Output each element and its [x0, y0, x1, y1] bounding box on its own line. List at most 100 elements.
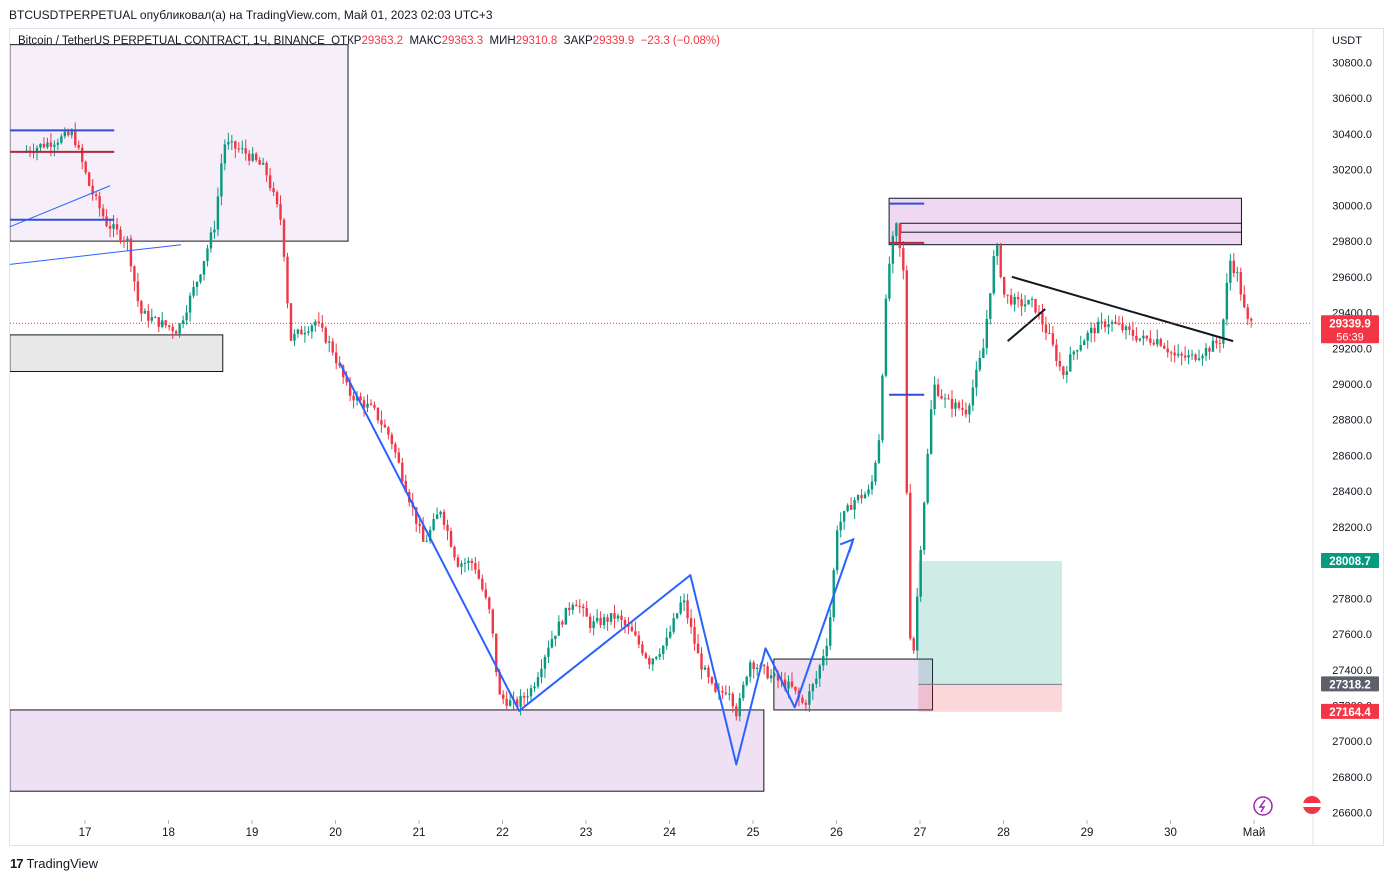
candle-body: [561, 621, 564, 625]
candle-body: [884, 298, 888, 376]
instrument-name: Bitcoin / TetherUS PERPETUAL CONTRACT, 1…: [18, 35, 325, 47]
candle-body: [481, 578, 484, 590]
candle-body: [1002, 276, 1006, 295]
candle-body: [522, 695, 526, 698]
candle-body: [515, 699, 519, 707]
candle-body: [1069, 354, 1072, 372]
zone-box: [888, 197, 1242, 246]
wedge-upper-line: [1011, 275, 1234, 343]
candle-body: [199, 274, 202, 282]
candle-body: [394, 444, 397, 453]
candle-body: [1194, 354, 1197, 360]
candle-body: [602, 617, 606, 626]
candle-body: [150, 317, 153, 321]
candle-body: [940, 396, 943, 399]
candle-body: [178, 323, 181, 334]
time-tick-label: Май: [1243, 827, 1266, 839]
candle-body: [91, 185, 94, 195]
candle-body: [185, 312, 188, 321]
candle-body: [390, 434, 394, 445]
candle-body: [627, 625, 630, 627]
candle-body: [922, 502, 926, 551]
ohlc-legend: Bitcoin / TetherUS PERPETUAL CONTRACT, 1…: [18, 35, 720, 47]
tradingview-footer[interactable]: 17 TradingView: [10, 856, 98, 871]
candle-body: [1030, 298, 1034, 300]
candle-body: [1079, 345, 1082, 351]
candle-body: [328, 341, 331, 343]
candle-body: [1246, 307, 1249, 319]
candle-body: [839, 521, 842, 531]
candle-body: [164, 320, 167, 326]
candle-body: [254, 153, 258, 161]
candle-body: [1016, 297, 1020, 300]
candle-body: [67, 131, 70, 136]
time-tick-label: 23: [580, 827, 593, 839]
candle-body: [161, 320, 164, 327]
candle-body: [1204, 348, 1208, 356]
candle-body: [1044, 324, 1048, 333]
candle-body: [609, 613, 613, 622]
candle-body: [35, 147, 39, 153]
candle-body: [641, 644, 644, 654]
candle-body: [529, 688, 533, 697]
candle-body: [606, 617, 609, 622]
candle-body: [1197, 358, 1201, 360]
candle-body: [863, 494, 867, 499]
candle-body: [933, 384, 936, 410]
candle-body: [446, 524, 449, 531]
candle-body: [895, 223, 898, 236]
candle-body: [167, 325, 171, 327]
candle-body: [258, 160, 261, 165]
candle-body: [289, 303, 293, 341]
candle-body: [188, 295, 192, 313]
candle-body: [286, 256, 289, 304]
candle-body: [474, 562, 477, 570]
candle-body: [94, 194, 98, 197]
candle-body: [616, 615, 620, 619]
candle-body: [84, 161, 87, 173]
candle-body: [975, 369, 978, 388]
time-tick-label: 20: [329, 827, 342, 839]
candle-body: [804, 702, 808, 705]
candle-body: [397, 452, 401, 463]
price-badge-label: 28008.7: [1329, 556, 1371, 568]
candle-body: [1124, 326, 1128, 331]
candle-body: [1190, 354, 1194, 356]
price-badge-bg: [1321, 553, 1379, 569]
candle-body: [1062, 366, 1065, 376]
candle-body: [241, 148, 244, 150]
candle-body: [501, 694, 505, 699]
candle-body: [1208, 348, 1211, 352]
candle-body: [902, 248, 905, 271]
published-text: опубликовал(а) на TradingView.com, Май 0…: [139, 8, 493, 22]
candle-body: [1006, 294, 1009, 296]
candle-body: [738, 698, 741, 717]
candle-body: [1187, 355, 1190, 358]
candle-body: [1215, 340, 1218, 344]
zone-box: [773, 658, 934, 711]
candle-body: [119, 229, 122, 241]
candle-body: [488, 597, 491, 610]
candle-body: [463, 563, 467, 565]
candle-body: [209, 232, 213, 249]
candle-body: [710, 677, 714, 684]
candle-body: [46, 142, 49, 148]
candle-body: [181, 320, 185, 324]
candle-body: [703, 667, 707, 670]
candle-body: [439, 511, 442, 515]
candle-body: [1037, 312, 1041, 314]
candle-body: [1103, 321, 1107, 328]
candle-body: [721, 690, 724, 693]
candle-body: [867, 489, 870, 495]
price-tick-label: 29200.0: [1332, 343, 1372, 355]
candle-body: [265, 162, 268, 176]
time-tick-label: 30: [1164, 827, 1177, 839]
zigzag-arrowhead: [839, 537, 855, 553]
candle-body: [999, 245, 1002, 277]
candle-body: [261, 162, 265, 165]
candle-body: [1142, 335, 1145, 339]
candle-body: [1086, 332, 1089, 341]
candle-body: [829, 617, 832, 646]
price-tick-label: 30600.0: [1332, 93, 1372, 105]
